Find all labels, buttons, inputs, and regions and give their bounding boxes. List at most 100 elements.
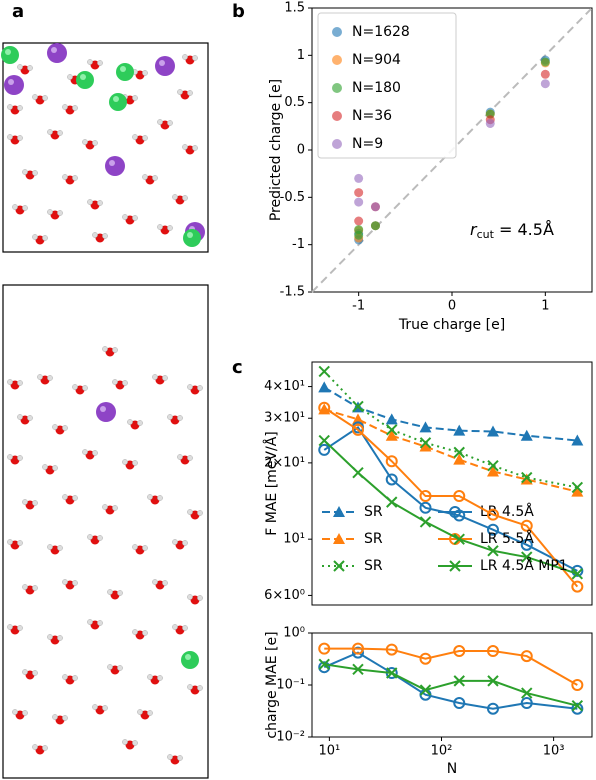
marker bbox=[318, 401, 331, 414]
legend-marker bbox=[332, 139, 342, 149]
y-tick-label: 10⁰ bbox=[283, 626, 305, 641]
marker bbox=[351, 642, 364, 655]
marker bbox=[486, 702, 499, 715]
marker bbox=[449, 506, 461, 518]
marker bbox=[487, 675, 499, 687]
series-line bbox=[323, 439, 578, 575]
marker bbox=[453, 533, 465, 545]
marker bbox=[385, 429, 398, 441]
y-tick-label: 3×10¹ bbox=[264, 411, 305, 426]
y-tick-label: -1.5 bbox=[280, 285, 305, 300]
marker bbox=[453, 453, 466, 465]
marker bbox=[453, 424, 466, 436]
marker bbox=[318, 434, 330, 447]
marker bbox=[571, 699, 584, 712]
legend-label: LR 5.5Å bbox=[480, 530, 534, 547]
point bbox=[370, 221, 380, 231]
marker bbox=[521, 687, 533, 699]
marker bbox=[486, 508, 499, 521]
marker bbox=[419, 437, 432, 449]
legend-marker bbox=[332, 111, 342, 121]
series-line bbox=[323, 386, 578, 442]
marker bbox=[318, 443, 331, 456]
legend-label: LR 4.5Å MP1 bbox=[480, 557, 568, 574]
annotation: rcut = 4.5Å bbox=[470, 220, 554, 242]
x-tick-label: 1 bbox=[541, 299, 549, 314]
point bbox=[354, 173, 364, 183]
marker bbox=[385, 473, 398, 486]
panel-label: b bbox=[232, 1, 245, 22]
marker bbox=[386, 496, 398, 508]
y-tick-label: 1 bbox=[297, 48, 305, 63]
marker bbox=[419, 684, 432, 696]
marker bbox=[385, 413, 398, 425]
marker bbox=[453, 675, 465, 687]
legend-label: N=180 bbox=[352, 80, 401, 96]
annotation-subscript: cut bbox=[477, 228, 495, 241]
marker bbox=[571, 702, 584, 715]
legend-label: SR bbox=[364, 558, 383, 574]
marker bbox=[333, 506, 345, 517]
marker bbox=[486, 523, 499, 536]
marker bbox=[487, 545, 499, 557]
y-tick-label: 2×10¹ bbox=[264, 455, 305, 470]
marker bbox=[571, 679, 584, 691]
panel-label: c bbox=[232, 357, 243, 378]
marker bbox=[571, 564, 584, 577]
point bbox=[540, 69, 550, 79]
x-axis-label: N bbox=[447, 761, 457, 777]
marker bbox=[571, 434, 584, 446]
marker bbox=[351, 646, 364, 659]
marker bbox=[486, 425, 499, 437]
y-tick-label: 10⁻¹ bbox=[276, 678, 305, 693]
marker bbox=[318, 661, 331, 674]
point bbox=[354, 197, 364, 207]
annotation-text: = 4.5Å bbox=[494, 220, 554, 239]
marker bbox=[571, 485, 584, 497]
marker bbox=[571, 481, 584, 494]
marker bbox=[352, 466, 364, 479]
y-tick-label: -1 bbox=[292, 237, 305, 252]
legend-box bbox=[317, 12, 457, 159]
marker bbox=[571, 568, 584, 580]
marker bbox=[386, 667, 398, 679]
series-line bbox=[323, 370, 578, 489]
marker bbox=[419, 516, 432, 528]
marker bbox=[520, 697, 533, 710]
x-axis-label: True charge [e] bbox=[398, 317, 505, 333]
marker bbox=[520, 429, 533, 441]
y-tick-label: 10¹ bbox=[283, 532, 305, 547]
x-tick-label: 0 bbox=[448, 299, 456, 314]
y-tick-label: 0.5 bbox=[284, 95, 305, 110]
marker bbox=[351, 423, 364, 436]
legend-marker bbox=[332, 55, 342, 65]
point bbox=[354, 225, 364, 235]
molecule-snapshot-bottom bbox=[2, 284, 209, 779]
series-line bbox=[323, 651, 578, 710]
y-axis-label: Predicted charge [e] bbox=[268, 79, 284, 221]
marker bbox=[318, 642, 331, 655]
y-tick-label: -0.5 bbox=[280, 190, 305, 205]
y-tick-label: 10⁻² bbox=[276, 730, 305, 745]
marker bbox=[520, 650, 533, 663]
x-tick-label: 10² bbox=[431, 744, 453, 759]
marker bbox=[352, 663, 364, 676]
point bbox=[540, 57, 550, 67]
series-line bbox=[323, 408, 578, 493]
x-tick-label: 10³ bbox=[543, 744, 565, 759]
marker bbox=[386, 424, 398, 436]
y-tick-label: 1.5 bbox=[284, 1, 305, 16]
marker bbox=[486, 645, 499, 658]
marker bbox=[520, 538, 533, 551]
marker bbox=[385, 643, 398, 656]
marker bbox=[487, 459, 499, 472]
point bbox=[354, 216, 364, 226]
point bbox=[354, 188, 364, 198]
marker bbox=[318, 381, 331, 393]
y-tick-label: 4×10¹ bbox=[264, 379, 305, 394]
marker bbox=[453, 490, 466, 503]
marker bbox=[521, 471, 533, 484]
marker bbox=[449, 560, 461, 572]
point bbox=[540, 79, 550, 89]
